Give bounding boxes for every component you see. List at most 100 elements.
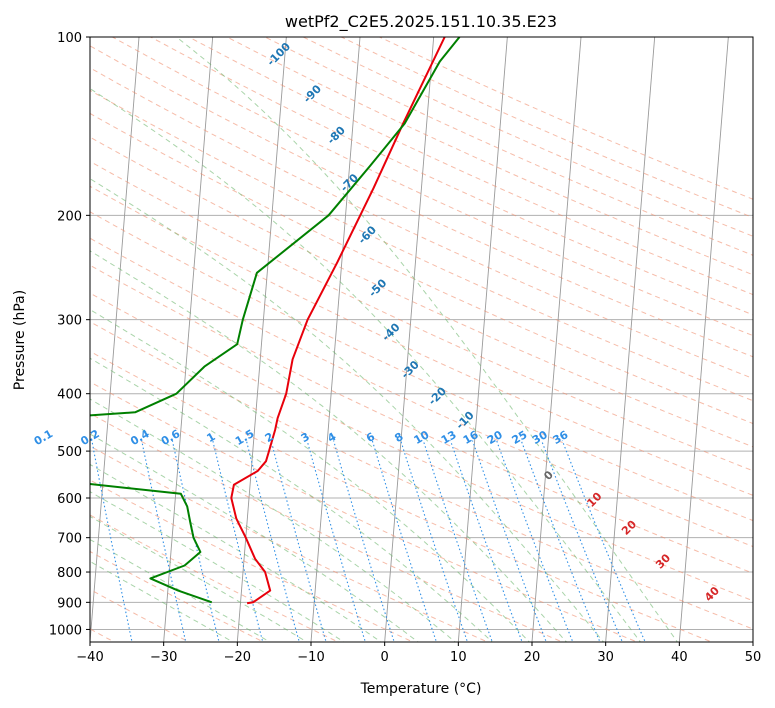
mixing-ratio-label: 0.1 [32, 427, 55, 448]
dry-adiabat-line [90, 211, 753, 522]
mixing-ratio-label: 13 [439, 428, 459, 447]
isotherm-line [457, 37, 508, 642]
y-tick-label: 800 [57, 566, 82, 581]
moist-adiabat-label: -20 [426, 384, 449, 407]
x-tick-label: 40 [671, 650, 688, 665]
mixing-ratio-label: 25 [510, 428, 530, 447]
moist-adiabat-label: -80 [325, 124, 348, 147]
moist-adiabat-line [90, 560, 234, 642]
y-tick-label: 300 [57, 314, 82, 329]
dry-adiabat-line [90, 514, 340, 642]
mixing-ratio-line [561, 440, 646, 642]
x-axis-title: Temperature (°C) [360, 681, 482, 697]
mixing-ratio-line [333, 440, 395, 642]
mixing-ratio-label: 1.5 [233, 427, 256, 448]
dry-adiabat-line [112, 37, 753, 337]
moist-adiabat-label: -30 [399, 358, 422, 381]
moist-adiabat-line [90, 463, 382, 642]
x-tick-label: −10 [297, 650, 324, 665]
mixing-ratio-label: 1 [204, 430, 217, 445]
y-tick-label: 600 [57, 492, 82, 507]
mixing-ratio-label: 16 [461, 428, 481, 447]
y-tick-label: 900 [57, 596, 82, 611]
moist-adiabat-line [90, 309, 531, 642]
mixing-ratio-line [400, 440, 469, 642]
moist-adiabat-label: -60 [356, 223, 379, 246]
dewpoint-profile-line [90, 37, 461, 604]
mixing-ratio-line [541, 440, 623, 642]
x-tick-label: 50 [745, 650, 762, 665]
mixing-ratio-label: 20 [485, 428, 505, 447]
moist-adiabat-line [90, 515, 308, 642]
dry-adiabat-line [90, 67, 753, 380]
moist-adiabat-line [90, 88, 642, 642]
moist-adiabat-line [90, 398, 457, 642]
isotherm-line [531, 37, 582, 642]
y-tick-label: 100 [57, 31, 82, 46]
mixing-ratio-label: 36 [551, 428, 571, 447]
dry-adiabat-line [90, 112, 753, 425]
dry-adiabat-line [226, 37, 753, 276]
mixing-ratio-line [496, 440, 574, 642]
mixing-ratio-line [371, 440, 437, 642]
moist-adiabat-label: -50 [366, 276, 389, 299]
dry-adiabat-line [90, 479, 415, 642]
mixing-ratio-label: 10 [412, 428, 432, 447]
y-tick-label: 200 [57, 209, 82, 224]
dry-adiabat-label: 30 [653, 551, 673, 571]
dry-adiabat-label: 40 [702, 584, 722, 604]
mixing-ratio-line [245, 440, 300, 642]
x-tick-label: 10 [450, 650, 467, 665]
mixing-ratio-line [171, 440, 220, 642]
dry-adiabat-line [90, 136, 753, 448]
isotherm-line [310, 37, 361, 642]
mixing-ratio-line [306, 440, 366, 642]
dry-adiabat-line [341, 37, 753, 219]
moist-adiabat-line [90, 178, 605, 642]
mixing-ratio-label: 0.4 [128, 427, 152, 448]
moist-adiabat-label: -40 [379, 320, 402, 343]
dry-adiabat-label: 0 [541, 468, 556, 483]
moist-adiabat-line [90, 357, 494, 642]
y-tick-label: 400 [57, 388, 82, 403]
background-lines [90, 37, 753, 642]
dry-adiabat-line [90, 45, 753, 358]
mixing-ratio-line [520, 440, 601, 642]
mixing-ratio-label: 8 [392, 430, 405, 445]
dry-adiabat-line [90, 550, 265, 642]
isotherm-line [678, 37, 729, 642]
y-tick-label: 700 [57, 532, 82, 547]
temperature-profile-line [230, 37, 446, 605]
x-axis: −40 −30 −20 −10 0 10 20 30 40 50 [76, 642, 761, 665]
profile-lines [90, 37, 461, 605]
mixing-ratio-label: 0.6 [159, 427, 183, 448]
mixing-ratio-line [270, 440, 327, 642]
isotherm-line [752, 636, 753, 642]
dry-adiabat-label: 10 [584, 490, 604, 510]
mixing-ratio-label: 3 [299, 430, 312, 445]
chart-title: wetPf2_C2E5.2025.151.10.35.E23 [285, 12, 557, 32]
moist-adiabat-label: -90 [301, 82, 324, 105]
isotherm-line [384, 37, 435, 642]
mixing-ratio-line [471, 440, 547, 642]
plot-frame [89, 36, 754, 643]
dry-adiabat-line [90, 350, 714, 642]
moist-adiabat-line [90, 433, 419, 642]
dry-adiabat-line [379, 37, 753, 200]
x-tick-label: 0 [381, 650, 389, 665]
dry-adiabat-line [90, 381, 639, 642]
moist-adiabat-line [90, 538, 271, 642]
y-tick-label: 500 [57, 445, 82, 460]
x-tick-label: 30 [597, 650, 614, 665]
y-tick-label: 1000 [49, 623, 82, 638]
dry-adiabat-line [188, 37, 753, 296]
isotherm-line [163, 37, 214, 642]
moist-adiabat-line [176, 37, 679, 642]
x-tick-label: 20 [524, 650, 541, 665]
x-tick-label: −20 [224, 650, 251, 665]
dry-adiabat-line [90, 445, 489, 642]
dry-adiabat-line [90, 185, 753, 496]
mixing-ratio-line [212, 440, 264, 642]
moist-adiabat-label: -100 [264, 40, 293, 69]
